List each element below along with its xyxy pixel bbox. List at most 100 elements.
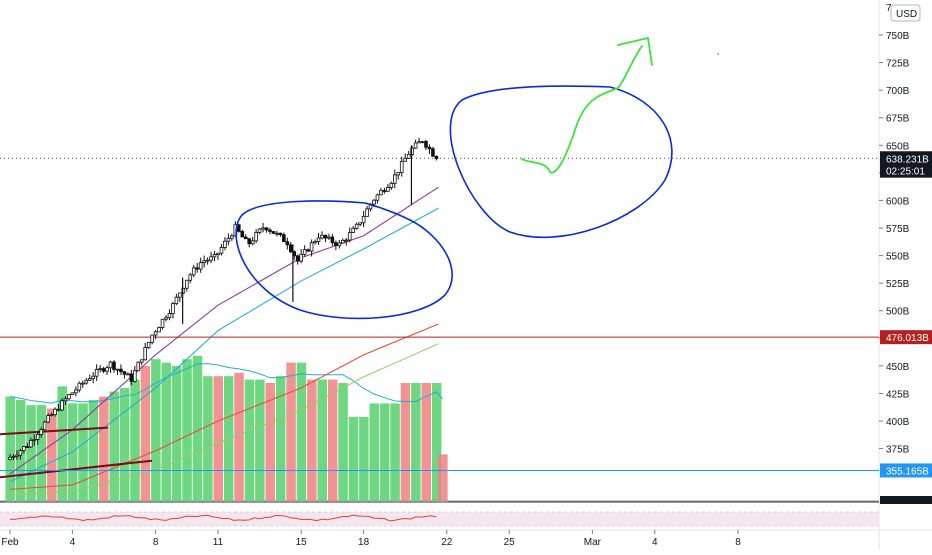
candle-body	[188, 274, 193, 281]
candle-body	[11, 456, 16, 458]
currency-badge-box[interactable]	[890, 4, 921, 22]
candle-body	[354, 223, 359, 229]
volume-bar	[119, 388, 130, 502]
price-label-box	[880, 163, 932, 178]
projection-arrow[interactable]	[521, 37, 653, 174]
candle-body	[337, 242, 342, 246]
trend-lines	[0, 426, 153, 479]
volume-bar	[130, 379, 140, 502]
candle-body	[427, 146, 432, 150]
rsi-pane	[0, 511, 879, 527]
volume-bar	[265, 383, 275, 502]
candle-body	[382, 190, 387, 192]
volume-bar	[296, 362, 307, 502]
current-range-circle[interactable]	[449, 85, 673, 239]
candle-body	[167, 313, 172, 319]
candle-body	[410, 147, 414, 155]
price-label: 476.013B	[886, 333, 929, 344]
volume-bars	[5, 355, 448, 502]
candle-body	[39, 429, 43, 435]
volume-bar	[234, 372, 244, 502]
volume-bar	[286, 362, 296, 502]
volume-bar	[67, 403, 78, 502]
x-tick-label: 11	[213, 537, 224, 548]
volume-bar	[317, 379, 327, 502]
candle-body	[306, 249, 310, 252]
candle-body	[126, 373, 130, 376]
moving-average-line	[9, 343, 439, 496]
currency-badge[interactable]: USD	[890, 4, 921, 22]
volume-bar	[99, 396, 109, 502]
price-label: 02:25:01	[886, 167, 925, 178]
volume-bar	[192, 355, 203, 502]
volume-bar	[140, 366, 151, 502]
x-axis: Feb 4 8 11 15 18 22 25 Mar 4 8	[1, 530, 741, 548]
volume-bar	[182, 359, 192, 502]
candle-body	[264, 227, 269, 231]
candle-body	[230, 235, 234, 239]
candle-body	[91, 375, 96, 380]
candle-body	[420, 141, 425, 143]
annotation-dot	[717, 53, 719, 55]
candle-body	[236, 224, 241, 232]
candle-body	[60, 400, 64, 411]
volume-bar	[26, 405, 36, 502]
candle-body	[226, 237, 231, 242]
volume-bar	[36, 405, 47, 502]
candle-body	[254, 232, 258, 242]
candle-body	[195, 267, 200, 270]
x-tick-label: 25	[504, 537, 516, 548]
candle-body	[375, 194, 380, 201]
x-tick-label: 8	[735, 537, 741, 548]
candle-body	[302, 249, 307, 255]
moving-average-line	[9, 323, 439, 490]
candle-body	[361, 215, 366, 224]
volume-bar	[255, 379, 265, 502]
candle-body	[63, 398, 68, 402]
candle-body	[216, 252, 220, 255]
candle-body	[351, 227, 355, 233]
x-tick-label: 15	[296, 537, 308, 548]
candle-body	[87, 378, 92, 381]
candle-body	[295, 255, 300, 262]
price-labels: 638.231B 02:25:01 476.013B 355.165B	[880, 151, 932, 504]
trend-line[interactable]	[0, 426, 109, 436]
volume-bar	[161, 362, 171, 502]
candle-body	[250, 240, 255, 245]
candle-body	[285, 241, 290, 246]
candle-body	[313, 241, 317, 244]
candle-body	[389, 182, 394, 188]
y-tick-label: 675B	[886, 114, 910, 125]
candle-body	[365, 208, 369, 217]
volume-bar	[5, 396, 15, 502]
candle-body	[15, 454, 19, 457]
volume-ma-line	[9, 363, 444, 404]
candle-body	[119, 368, 123, 373]
candle-body	[396, 172, 401, 176]
y-tick-label: 575B	[886, 224, 910, 235]
candle-body	[257, 228, 262, 233]
volume-bar	[203, 376, 213, 502]
candle-body	[413, 142, 418, 149]
candle-body	[191, 267, 196, 276]
y-tick-label: 750B	[886, 31, 910, 42]
consolidation-circle[interactable]	[235, 200, 453, 320]
trend-line[interactable]	[0, 459, 153, 479]
candle-body	[320, 234, 324, 239]
candle-body	[35, 434, 40, 440]
candlesticks	[8, 137, 439, 461]
candle-body	[340, 239, 345, 244]
candle-body	[424, 141, 428, 148]
x-tick-label: 8	[153, 537, 159, 548]
candle-body	[94, 368, 99, 377]
candle-body	[143, 347, 148, 361]
volume-bar	[359, 417, 369, 502]
candle-body	[139, 359, 144, 363]
y-tick-label: 500B	[886, 307, 910, 318]
candle-body	[219, 247, 224, 254]
candle-body	[74, 389, 78, 394]
y-tick-label: 550B	[886, 252, 910, 263]
candle-body	[347, 232, 352, 241]
